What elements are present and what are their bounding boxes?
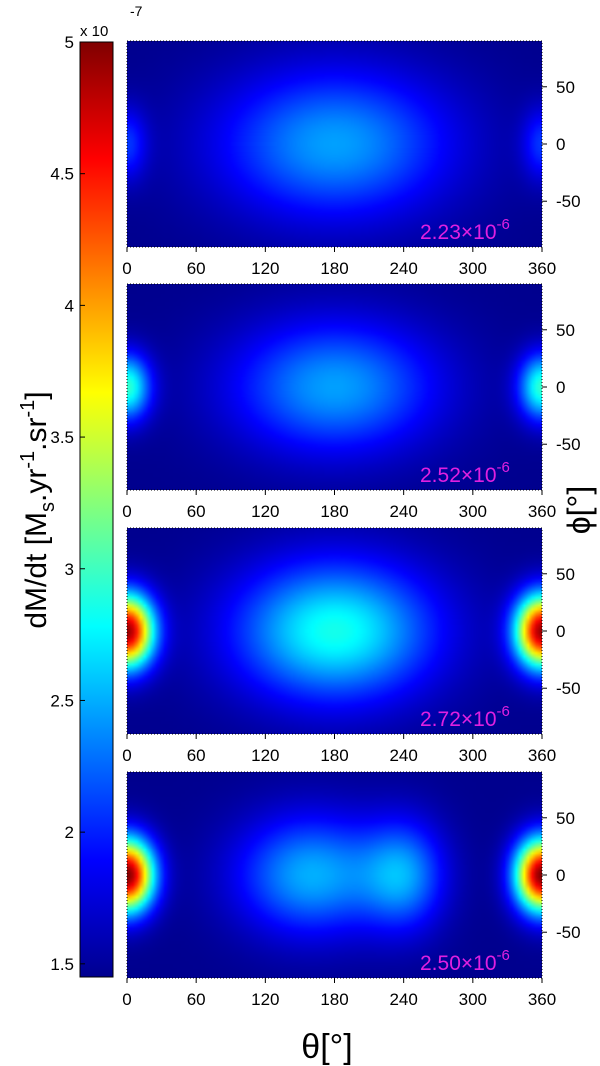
y-tick-label-3-1: 0 <box>556 622 565 641</box>
heatmap-panel-3: 50 0 -50 0 60 120 180 240 300 360 2.72×10-6 <box>122 527 581 765</box>
x-tick-label-2-2: 120 <box>251 502 279 521</box>
colorbar-tick-label-2: 2.5 <box>50 691 74 710</box>
heatmap-image-1 <box>127 41 542 247</box>
y-tick-label-1-1: 0 <box>556 135 565 154</box>
colorbar-tick-label-5: 4 <box>65 296 74 315</box>
x-tick-label-1-2: 120 <box>251 259 279 278</box>
x-tick-label-3-1: 60 <box>187 746 206 765</box>
x-tick-label-1-6: 360 <box>528 259 556 278</box>
x-tick-label-4-2: 120 <box>251 990 279 1009</box>
x-tick-label-1-0: 0 <box>122 259 131 278</box>
colorbar-tick-label-6: 4.5 <box>50 165 74 184</box>
y-tick-label-4-2: -50 <box>556 923 581 942</box>
heatmap-image-3 <box>127 528 542 734</box>
x-tick-label-3-6: 360 <box>528 746 556 765</box>
y-tick-label-4-0: 50 <box>556 809 575 828</box>
panel-annotation-1: 2.23×10-6 <box>420 216 510 244</box>
colorbar-label: dM/dt [Ms.yr-1.sr-1] <box>17 391 59 628</box>
x-tick-label-1-5: 300 <box>459 259 487 278</box>
x-tick-label-4-6: 360 <box>528 990 556 1009</box>
x-tick-label-4-3: 180 <box>320 990 348 1009</box>
colorbar-ticks: 1.5 2 2.5 3 3.5 4 4.5 5 <box>50 33 85 974</box>
x-tick-label-3-0: 0 <box>122 746 131 765</box>
heatmap-panels: 50 0 -50 0 60 120 180 240 300 360 2.23×10-6 50 0 -50 0… <box>122 40 581 1009</box>
colorbar-tick-label-7: 5 <box>65 33 74 52</box>
heatmap-image-4 <box>127 772 542 978</box>
panel-annotation-3: 2.72×10-6 <box>420 703 510 731</box>
colorbar-tick-label-0: 1.5 <box>50 955 74 974</box>
y-tick-label-3-0: 50 <box>556 565 575 584</box>
x-tick-label-1-3: 180 <box>320 259 348 278</box>
y-tick-label-1-0: 50 <box>556 78 575 97</box>
colorbar: 1.5 2 2.5 3 3.5 4 4.5 5 x 10 -7 dM/dt [Ms.yr-1.… <box>17 3 143 978</box>
heatmap-panel-2: 50 0 -50 0 60 120 180 240 300 360 2.52×10-6 <box>122 283 581 521</box>
y-tick-label-2-1: 0 <box>556 378 565 397</box>
y-axis-label: ϕ[°] <box>561 486 597 535</box>
x-tick-label-2-6: 360 <box>528 502 556 521</box>
heatmap-panel-1: 50 0 -50 0 60 120 180 240 300 360 2.23×10-6 <box>122 40 581 278</box>
panel-annotation-4: 2.50×10-6 <box>420 947 510 975</box>
x-tick-label-3-2: 120 <box>251 746 279 765</box>
x-tick-label-2-0: 0 <box>122 502 131 521</box>
x-tick-label-4-0: 0 <box>122 990 131 1009</box>
x-tick-label-4-5: 300 <box>459 990 487 1009</box>
x-tick-label-2-5: 300 <box>459 502 487 521</box>
colorbar-tick-label-4: 3.5 <box>50 428 74 447</box>
panel-annotation-2: 2.52×10-6 <box>420 459 510 487</box>
heatmap-panel-4: 50 0 -50 0 60 120 180 240 300 360 2.50×10-6 <box>122 771 581 1009</box>
heatmap-image-2 <box>127 284 542 490</box>
x-tick-label-1-1: 60 <box>187 259 206 278</box>
colorbar-tick-label-1: 2 <box>65 823 74 842</box>
x-tick-label-3-3: 180 <box>320 746 348 765</box>
colorbar-multiplier-exp: -7 <box>130 3 143 19</box>
x-tick-label-2-4: 240 <box>389 502 417 521</box>
y-tick-label-1-2: -50 <box>556 192 581 211</box>
x-tick-label-4-4: 240 <box>389 990 417 1009</box>
x-tick-label-1-4: 240 <box>389 259 417 278</box>
colorbar-tick-label-3: 3 <box>65 560 74 579</box>
y-tick-label-4-1: 0 <box>556 866 565 885</box>
x-tick-label-3-5: 300 <box>459 746 487 765</box>
y-tick-label-2-2: -50 <box>556 435 581 454</box>
colorbar-multiplier: x 10 <box>80 23 108 40</box>
y-tick-label-2-0: 50 <box>556 321 575 340</box>
y-tick-label-3-2: -50 <box>556 679 581 698</box>
colorbar-gradient <box>79 41 114 978</box>
x-tick-label-3-4: 240 <box>389 746 417 765</box>
x-tick-label-2-1: 60 <box>187 502 206 521</box>
x-axis-label: θ[°] <box>301 1028 352 1066</box>
x-tick-label-2-3: 180 <box>320 502 348 521</box>
x-tick-label-4-1: 60 <box>187 990 206 1009</box>
